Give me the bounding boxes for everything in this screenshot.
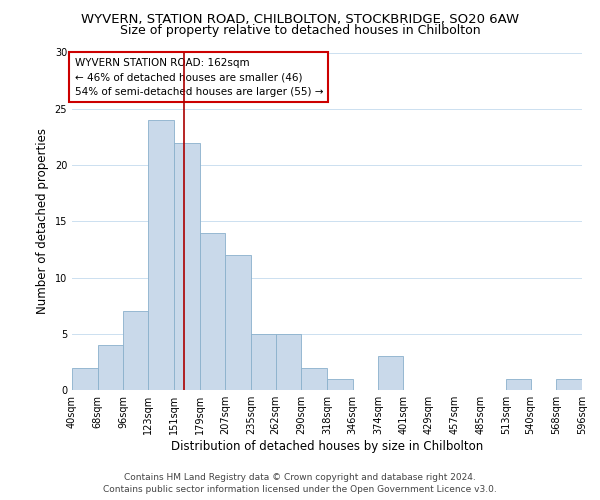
Text: WYVERN, STATION ROAD, CHILBOLTON, STOCKBRIDGE, SO20 6AW: WYVERN, STATION ROAD, CHILBOLTON, STOCKB…	[81, 12, 519, 26]
Bar	[124, 311, 148, 390]
Bar	[174, 142, 200, 390]
Bar	[200, 232, 225, 390]
Bar	[148, 120, 174, 390]
X-axis label: Distribution of detached houses by size in Chilbolton: Distribution of detached houses by size …	[171, 440, 483, 453]
Bar	[98, 345, 124, 390]
Bar	[327, 379, 353, 390]
Bar	[301, 368, 327, 390]
Y-axis label: Number of detached properties: Number of detached properties	[36, 128, 49, 314]
Bar	[556, 379, 582, 390]
Text: WYVERN STATION ROAD: 162sqm
← 46% of detached houses are smaller (46)
54% of sem: WYVERN STATION ROAD: 162sqm ← 46% of det…	[74, 58, 323, 97]
Bar	[506, 379, 530, 390]
Bar	[225, 255, 251, 390]
Text: Contains HM Land Registry data © Crown copyright and database right 2024.
Contai: Contains HM Land Registry data © Crown c…	[103, 472, 497, 494]
Bar	[275, 334, 301, 390]
Bar	[72, 368, 98, 390]
Text: Size of property relative to detached houses in Chilbolton: Size of property relative to detached ho…	[119, 24, 481, 37]
Bar	[251, 334, 275, 390]
Bar	[379, 356, 403, 390]
